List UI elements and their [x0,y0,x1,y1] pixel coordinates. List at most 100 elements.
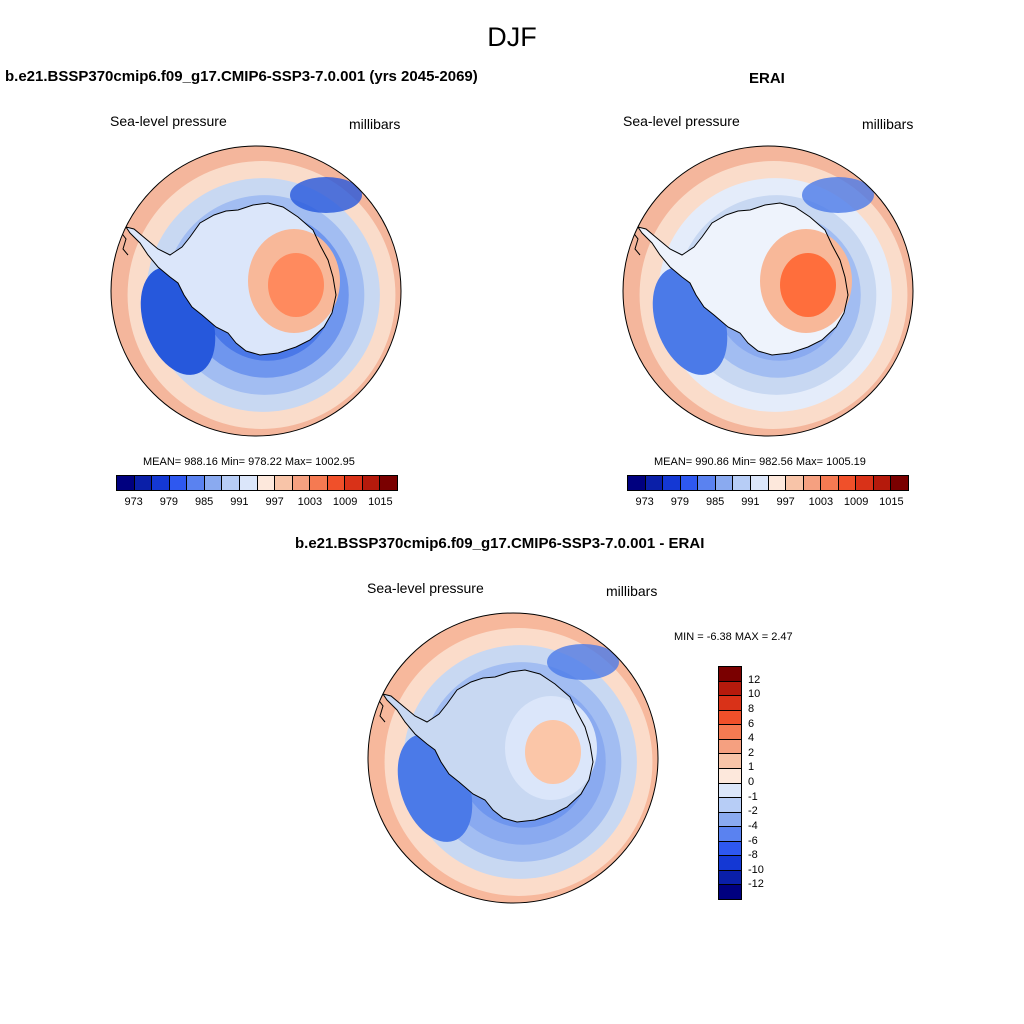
colorbar-swatch [891,476,908,490]
colorbar-tick-label: 1009 [843,496,869,508]
colorbar-tick-label: 0 [748,776,755,788]
colorbar-swatch [719,827,741,842]
diff-colorbar [718,666,742,900]
panel-2-coastline-south-america [631,230,641,256]
colorbar-swatch [327,476,346,490]
colorbar-tick-label: 991 [741,496,760,508]
colorbar-tick-label: 997 [265,496,284,508]
colorbar-swatch [719,754,741,769]
colorbar-swatch [719,885,741,899]
colorbar-swatch [719,870,741,886]
colorbar-swatch [698,476,716,490]
colorbar-swatch [750,476,769,490]
colorbar-tick-label: -2 [748,805,758,818]
panel-1-high-center [268,253,324,317]
diff-panel-map-border [367,612,659,904]
colorbar-swatch [275,476,293,490]
colorbar-swatch [719,856,741,871]
colorbar-tick-label: 979 [159,496,179,508]
colorbar-swatch [222,476,240,490]
panel-1-field [111,146,401,436]
colorbar-swatch [380,476,397,490]
panel-2-low-center [802,177,874,213]
colorbar-tick-label: 1015 [368,496,393,508]
colorbar-swatch [821,476,839,490]
colorbar-tick-label: 1015 [879,496,904,508]
colorbar-tick-label: 1003 [808,496,834,508]
panel-2-stats: MEAN= 990.86 Min= 982.56 Max= 1005.19 [654,456,866,468]
colorbar-tick-label: 991 [230,496,249,508]
diff-panel-map [367,612,659,904]
colorbar-swatch [719,725,741,740]
colorbar-swatch [715,476,734,490]
colorbar-tick-label: 12 [748,673,761,686]
colorbar-tick-label: -8 [748,849,758,862]
colorbar-swatch [786,476,804,490]
panel-2-units-label: millibars [862,116,914,132]
panel-2-map-border [622,145,914,437]
colorbar-swatch [134,476,153,490]
panel-1-coastline [124,202,337,356]
panel-1-stats: MEAN= 988.16 Min= 978.22 Max= 1002.95 [143,456,355,468]
colorbar-swatch [257,476,276,490]
colorbar-swatch [733,476,751,490]
colorbar-swatch [310,476,328,490]
diff-panel-title: b.e21.BSSP370cmip6.f09_g17.CMIP6-SSP3-7.… [295,535,705,552]
colorbar-tick-label: 997 [776,496,795,508]
colorbar-swatch [292,476,311,490]
colorbar-tick-label: 6 [748,717,755,730]
diff-panel-variable-label: Sea-level pressure [367,580,484,596]
diff-panel-units-label: millibars [606,583,658,599]
panel-2-map [622,145,914,437]
diff-panel-coastline [381,669,594,823]
colorbar-tick-label: 10 [748,688,761,701]
panel-1-units-label: millibars [349,116,401,132]
colorbar-swatch [873,476,892,490]
panel-1-coastline-south-america [119,230,129,256]
colorbar-swatch [719,710,741,726]
colorbar-tick-label: 1009 [332,496,358,508]
colorbar-swatch [719,667,741,682]
panel-2-coastline [636,202,849,356]
colorbar-swatch [719,696,741,711]
colorbar-swatch [768,476,787,490]
colorbar-swatch [856,476,874,490]
colorbar-swatch [152,476,170,490]
colorbar-swatch [663,476,681,490]
panel-2-high-center [780,253,836,317]
diff-panel-low-center [547,644,619,680]
colorbar-swatch [719,783,741,799]
diff-panel-coastline-south-america [376,697,386,723]
colorbar-tick-label: 985 [194,496,214,508]
panel-1-map-border [110,145,402,437]
colorbar-tick-label: 985 [705,496,725,508]
colorbar-swatch [680,476,699,490]
colorbar-swatch [345,476,363,490]
colorbar-tick-label: 973 [635,496,654,508]
colorbar-tick-label: 8 [748,702,755,715]
panel-2-colorbar [627,475,909,491]
colorbar-swatch [719,841,741,857]
panel-1-title: b.e21.BSSP370cmip6.f09_g17.CMIP6-SSP3-7.… [5,68,478,85]
colorbar-swatch [719,768,741,784]
colorbar-swatch [117,476,135,490]
colorbar-swatch [239,476,258,490]
colorbar-swatch [719,812,741,828]
colorbar-swatch [719,681,741,697]
colorbar-tick-label: 979 [670,496,690,508]
diff-panel-field [368,613,658,903]
colorbar-tick-label: -12 [748,878,764,891]
colorbar-tick-label: -6 [748,834,758,847]
colorbar-tick-label: 2 [748,746,755,759]
colorbar-tick-label: 1 [748,761,755,774]
colorbar-tick-label: -4 [748,819,758,832]
colorbar-tick-label: 973 [124,496,143,508]
colorbar-swatch [628,476,646,490]
colorbar-swatch [719,739,741,755]
colorbar-tick-label: 4 [748,732,755,745]
colorbar-swatch [204,476,223,490]
diff-panel-high-center [525,720,581,784]
panel-1-low-center [290,177,362,213]
panel-2-title: ERAI [749,70,785,87]
colorbar-swatch [645,476,664,490]
